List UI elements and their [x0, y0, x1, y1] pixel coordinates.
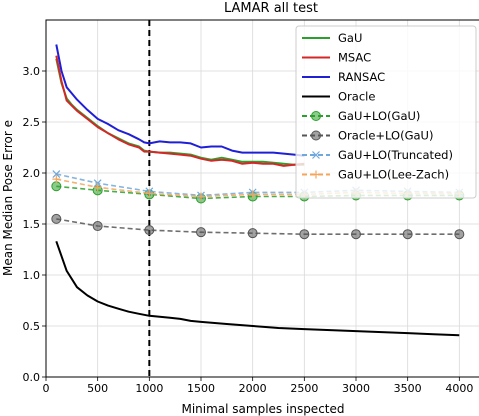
- data-point: [402, 229, 413, 240]
- series-line: [56, 218, 460, 235]
- data-point: [145, 189, 154, 198]
- data-point: [299, 229, 310, 240]
- x-tick-label: 2000: [239, 382, 267, 395]
- data-point: [51, 213, 62, 224]
- x-tick-label: 1500: [187, 382, 215, 395]
- series-line: [56, 178, 460, 198]
- legend-marker: [311, 130, 321, 141]
- series-line: [55, 240, 460, 337]
- y-tick-label: 1.5: [23, 218, 41, 231]
- y-tick-label: 0.0: [23, 371, 41, 384]
- series-gau: [55, 58, 305, 166]
- y-axis-label: Mean Median Pose Error e: [1, 120, 15, 276]
- legend-item: Oracle: [302, 90, 375, 104]
- data-point: [52, 170, 61, 178]
- legend-label: Oracle: [338, 90, 375, 104]
- legend-item: GaU+LO(Truncated): [302, 148, 453, 162]
- legend-item: GaU+LO(Lee-Zach): [302, 168, 449, 182]
- legend-box: [295, 25, 477, 199]
- x-tick-label: 2500: [290, 382, 318, 395]
- data-point: [247, 228, 258, 239]
- legend-item: Oracle+LO(GaU): [302, 129, 433, 143]
- x-tick-label: 500: [87, 382, 108, 395]
- series-oracle: [55, 240, 460, 337]
- series-ransac: [55, 44, 305, 157]
- data-point: [454, 229, 465, 240]
- legend-label: GaU+LO(Lee-Zach): [338, 168, 449, 182]
- y-tick-label: 0.5: [23, 320, 41, 333]
- x-tick-label: 4000: [445, 382, 473, 395]
- y-tick-label: 2.5: [23, 116, 41, 129]
- axis-ticks: 0 500 1000 1500 2000 2500 3000 3500 4000 0.0 0.5 1.…: [23, 65, 474, 395]
- legend-item: GaU: [302, 31, 362, 45]
- legend-label: RANSAC: [338, 70, 385, 84]
- data-point: [93, 179, 102, 188]
- legend-item: GaU+LO(GaU): [302, 109, 420, 123]
- legend-item: MSAC: [302, 51, 371, 65]
- x-tick-label: 0: [43, 382, 50, 395]
- legend-label: MSAC: [338, 51, 371, 65]
- plot-frame: [45, 19, 479, 378]
- x-tick-label: 3000: [342, 382, 370, 395]
- chart-title: LAMAR all test: [224, 1, 318, 16]
- y-tick-label: 3.0: [23, 65, 41, 78]
- x-tick-label: 1000: [135, 382, 163, 395]
- legend-label: GaU+LO(Truncated): [338, 148, 453, 162]
- y-tick-label: 2.0: [23, 167, 41, 180]
- x-tick-label: 3500: [394, 382, 422, 395]
- series-msac: [55, 55, 305, 167]
- data-point: [351, 229, 361, 240]
- legend-marker: [312, 151, 320, 159]
- legend: GaU MSAC RANSAC Oracle GaU+LO(GaU) Oracle+LO(…: [295, 25, 477, 199]
- legend-item: RANSAC: [302, 70, 385, 84]
- legend-marker: [312, 170, 320, 179]
- series-line: [55, 44, 305, 157]
- legend-label: GaU: [338, 31, 362, 45]
- data-point: [144, 225, 155, 236]
- data-point: [93, 183, 102, 192]
- legend-label: Oracle+LO(GaU): [338, 129, 433, 143]
- y-tick-label: 1.0: [23, 269, 41, 282]
- data-point: [92, 221, 103, 232]
- x-axis-label: Minimal samples inspected: [181, 402, 344, 416]
- series-oracle-lo-gau: [51, 213, 465, 240]
- series-line: [55, 55, 305, 167]
- data-point: [52, 175, 61, 184]
- legend-marker: [311, 111, 321, 121]
- series-line: [55, 58, 305, 166]
- data-point: [248, 190, 257, 199]
- legend-label: GaU+LO(GaU): [338, 109, 420, 123]
- data-point: [197, 192, 205, 201]
- data-point: [196, 227, 206, 238]
